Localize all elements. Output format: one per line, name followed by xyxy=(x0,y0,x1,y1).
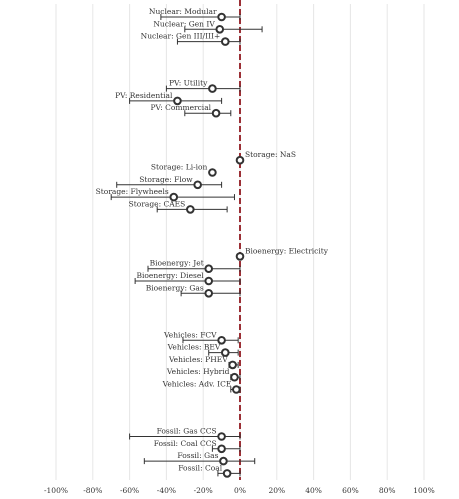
dot xyxy=(235,252,245,261)
point-label: Bioenergy: Electricity xyxy=(245,246,329,255)
point-label: Fossil: Gas CCS xyxy=(157,427,217,436)
point-label: PV: Utility xyxy=(169,79,208,88)
point-label: Fossil: Coal CCS xyxy=(154,439,217,448)
point-label: Bioenergy: Gas xyxy=(146,283,204,292)
dot xyxy=(222,469,232,478)
dot xyxy=(217,336,226,345)
point-label: Nuclear: Gen III/III+ xyxy=(141,32,221,41)
point-label: Vehicles: PHEV xyxy=(168,355,228,364)
x-tick-label: 0% xyxy=(234,486,246,495)
x-tick-label: 40% xyxy=(305,486,322,495)
x-tick-label: -60% xyxy=(120,486,139,495)
x-tick-label: 60% xyxy=(342,486,359,495)
point-label: Storage: CAES xyxy=(129,199,186,208)
point-label: Bioenergy: Diesel xyxy=(137,271,205,280)
dot xyxy=(217,12,226,22)
point-label: PV: Commercial xyxy=(150,103,211,112)
dot xyxy=(173,96,182,106)
dot xyxy=(193,180,202,190)
point-label: Fossil: Gas xyxy=(177,451,218,460)
point-label: Bioenergy: Jet xyxy=(150,259,204,268)
x-tick-label: -80% xyxy=(83,486,102,495)
dot xyxy=(230,372,239,382)
dot xyxy=(208,84,217,93)
point-label: Vehicles: FCV xyxy=(163,330,217,339)
x-tick-label: -20% xyxy=(194,486,213,495)
dot xyxy=(204,264,214,274)
dot xyxy=(220,37,230,46)
point-label: PV: Residential xyxy=(115,91,173,100)
dot xyxy=(169,192,179,202)
x-tick-label: 20% xyxy=(268,486,285,495)
dot xyxy=(235,155,245,165)
dot xyxy=(228,360,237,370)
dot xyxy=(204,276,214,286)
dot xyxy=(211,108,221,118)
dot xyxy=(219,456,228,466)
x-tick-label: -40% xyxy=(157,486,176,495)
point-label: Fossil: Coal xyxy=(178,463,222,472)
dot xyxy=(215,25,225,34)
dot xyxy=(208,168,217,177)
point-label: Nuclear: Modular xyxy=(149,7,217,16)
point-label: Vehicles: Adv. ICE xyxy=(162,380,232,389)
point-label: Storage: Flywheels xyxy=(96,187,169,196)
x-tick-label: -100% xyxy=(44,486,68,495)
point-label: Storage: Flow xyxy=(139,175,193,184)
dot xyxy=(217,432,226,441)
point-label: Nuclear: Gen IV xyxy=(153,19,215,28)
dot xyxy=(186,205,195,214)
dot xyxy=(232,385,241,394)
point-label: Vehicles: Hybrid xyxy=(166,367,230,376)
dot xyxy=(220,348,230,357)
point-label: Storage: Li-ion xyxy=(151,163,208,172)
x-tick-label: 80% xyxy=(379,486,396,495)
x-tick-label: 100% xyxy=(413,486,434,495)
dot xyxy=(204,289,214,298)
point-label: Storage: NaS xyxy=(245,150,296,159)
point-label: Vehicles: BEV xyxy=(167,343,221,352)
dot xyxy=(217,444,226,454)
